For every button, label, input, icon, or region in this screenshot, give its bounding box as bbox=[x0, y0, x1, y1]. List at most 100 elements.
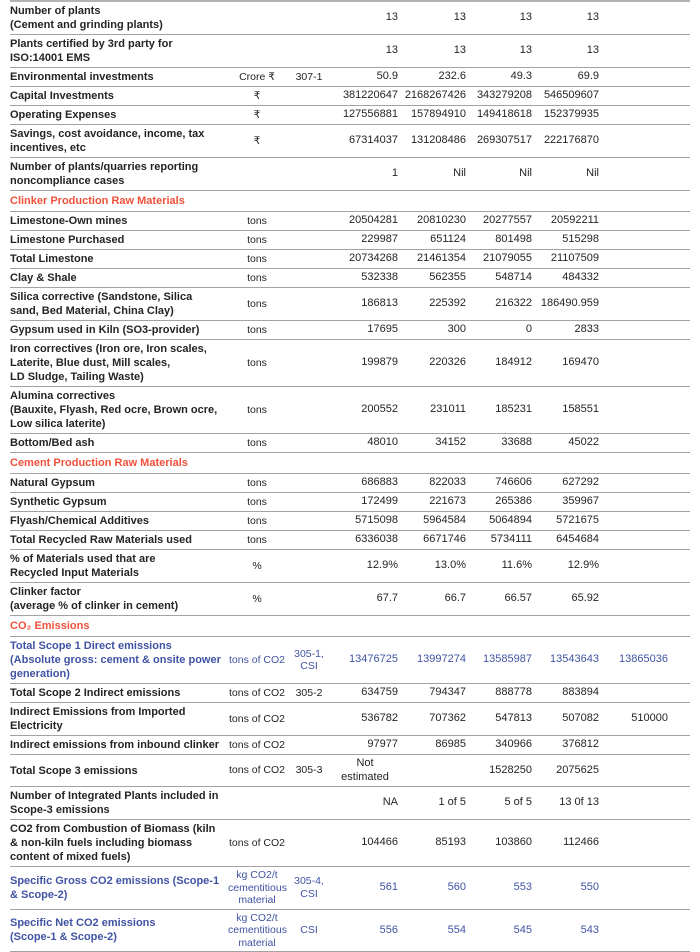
table-row: Iron correctives (Iron ore, Iron scales,… bbox=[10, 340, 690, 387]
value-cell: 554 bbox=[401, 924, 469, 938]
section-title: Cement Production Raw Materials bbox=[10, 456, 188, 470]
table-row: Number of plants (Cement and grinding pl… bbox=[10, 2, 690, 35]
value-cell: 13543643 bbox=[535, 653, 602, 667]
value-cell: 222176870 bbox=[535, 134, 602, 148]
value-cell: 34152 bbox=[401, 436, 469, 450]
row-label: Total Limestone bbox=[10, 252, 228, 266]
row-label: CO2 from Combustion of Biomass (kiln & n… bbox=[10, 822, 228, 864]
row-label: Synthetic Gypsum bbox=[10, 495, 228, 509]
row-unit: tons of CO2 bbox=[228, 739, 286, 752]
row-unit: tons bbox=[228, 324, 286, 337]
value-cell: 20810230 bbox=[401, 214, 469, 228]
value-cell: 21107509 bbox=[535, 252, 602, 266]
value-cell: 746606 bbox=[469, 476, 535, 490]
table-row: Number of plants/quarries reporting nonc… bbox=[10, 158, 690, 191]
value-cell: 543 bbox=[535, 924, 602, 938]
row-label: Iron correctives (Iron ore, Iron scales,… bbox=[10, 342, 228, 384]
row-label: Number of Integrated Plants included in … bbox=[10, 789, 228, 817]
value-cell: 561 bbox=[332, 881, 401, 895]
value-cell: 794347 bbox=[401, 686, 469, 700]
row-unit: Crore ₹ bbox=[228, 71, 286, 84]
value-cell: 186813 bbox=[332, 297, 401, 311]
row-unit: tons bbox=[228, 404, 286, 417]
value-cell: 229987 bbox=[332, 233, 401, 247]
value-cell: 6336038 bbox=[332, 533, 401, 547]
value-cell: 547813 bbox=[469, 712, 535, 726]
value-cell: 2168267426 bbox=[401, 89, 469, 103]
value-cell: 1 bbox=[332, 167, 401, 181]
row-label: Alumina correctives (Bauxite, Flyash, Re… bbox=[10, 389, 228, 431]
row-label: Clay & Shale bbox=[10, 271, 228, 285]
value-cell: 12.9% bbox=[535, 559, 602, 573]
table-row: Total Limestone tons 20734268 21461354 2… bbox=[10, 250, 690, 269]
row-gri-code: 305-2 bbox=[286, 687, 332, 700]
table-row: Gypsum used in Kiln (SO3-provider) tons … bbox=[10, 321, 690, 340]
value-cell: 221673 bbox=[401, 495, 469, 509]
table-row: Total Scope 2 Indirect emissions tons of… bbox=[10, 684, 690, 703]
value-cell: 0 bbox=[469, 323, 535, 337]
value-cell: 186490.959 bbox=[535, 297, 602, 311]
value-cell: 13.0% bbox=[401, 559, 469, 573]
value-cell: 11.6% bbox=[469, 559, 535, 573]
value-cell: 66.7 bbox=[401, 592, 469, 606]
value-cell: 13 bbox=[401, 44, 469, 58]
value-cell: 66.57 bbox=[469, 592, 535, 606]
row-unit: kg CO2/t cementitious material bbox=[228, 912, 286, 950]
row-label: Number of plants/quarries reporting nonc… bbox=[10, 160, 228, 188]
value-cell: 376812 bbox=[535, 738, 602, 752]
value-cell: 127556881 bbox=[332, 108, 401, 122]
value-cell: 5064894 bbox=[469, 514, 535, 528]
value-cell: 550 bbox=[535, 881, 602, 895]
value-cell: 199879 bbox=[332, 356, 401, 370]
table-row: Capital Investments ₹ 381220647 21682674… bbox=[10, 87, 690, 106]
value-cell: 343279208 bbox=[469, 89, 535, 103]
section-header-row: Clinker Production Raw Materials bbox=[10, 191, 690, 212]
value-cell: 6454684 bbox=[535, 533, 602, 547]
row-unit: ₹ bbox=[228, 90, 286, 103]
value-cell: 225392 bbox=[401, 297, 469, 311]
value-cell: 13 bbox=[332, 11, 401, 25]
section-title: CO₂ Emissions bbox=[10, 619, 89, 633]
section-header-row: Cement Production Raw Materials bbox=[10, 453, 690, 474]
table-row: Number of Integrated Plants included in … bbox=[10, 787, 690, 820]
table-row: Total Recycled Raw Materials used tons 6… bbox=[10, 531, 690, 550]
value-cell: 12.9% bbox=[332, 559, 401, 573]
value-cell: 21461354 bbox=[401, 252, 469, 266]
row-label: Indirect emissions from inbound clinker bbox=[10, 738, 228, 752]
row-label: Limestone Purchased bbox=[10, 233, 228, 247]
value-cell: 651124 bbox=[401, 233, 469, 247]
row-unit: tons bbox=[228, 534, 286, 547]
row-label: Specific Gross CO2 emissions (Scope-1 & … bbox=[10, 874, 228, 902]
table-row: Natural Gypsum tons 686883 822033 746606… bbox=[10, 474, 690, 493]
value-cell: 507082 bbox=[535, 712, 602, 726]
value-cell: 265386 bbox=[469, 495, 535, 509]
sustainability-table: Number of plants (Cement and grinding pl… bbox=[10, 0, 690, 952]
table-row: Clay & Shale tons 532338 562355 548714 4… bbox=[10, 269, 690, 288]
row-label: Capital Investments bbox=[10, 89, 228, 103]
value-cell: 158551 bbox=[535, 403, 602, 417]
value-cell: 822033 bbox=[401, 476, 469, 490]
row-unit: tons bbox=[228, 234, 286, 247]
value-cell: 86985 bbox=[401, 738, 469, 752]
row-unit: % bbox=[228, 560, 286, 573]
value-cell: 13997274 bbox=[401, 653, 469, 667]
value-cell: 20592211 bbox=[535, 214, 602, 228]
value-cell: 13 bbox=[535, 11, 602, 25]
value-cell: 20734268 bbox=[332, 252, 401, 266]
row-unit: ₹ bbox=[228, 135, 286, 148]
value-cell: 532338 bbox=[332, 271, 401, 285]
table-row: Savings, cost avoidance, income, tax inc… bbox=[10, 125, 690, 158]
value-cell: 67314037 bbox=[332, 134, 401, 148]
value-cell: 20504281 bbox=[332, 214, 401, 228]
value-cell: 13 bbox=[469, 11, 535, 25]
row-unit: tons of CO2 bbox=[228, 837, 286, 850]
value-cell: 13 0f 13 bbox=[535, 796, 602, 810]
value-cell: 152379935 bbox=[535, 108, 602, 122]
table-row: Indirect Emissions from Imported Electri… bbox=[10, 703, 690, 736]
row-label: Flyash/Chemical Additives bbox=[10, 514, 228, 528]
row-label: Total Scope 1 Direct emissions (Absolute… bbox=[10, 639, 228, 681]
value-cell: 232.6 bbox=[401, 70, 469, 84]
value-cell: 149418618 bbox=[469, 108, 535, 122]
row-unit: tons of CO2 bbox=[228, 713, 286, 726]
value-cell: 801498 bbox=[469, 233, 535, 247]
